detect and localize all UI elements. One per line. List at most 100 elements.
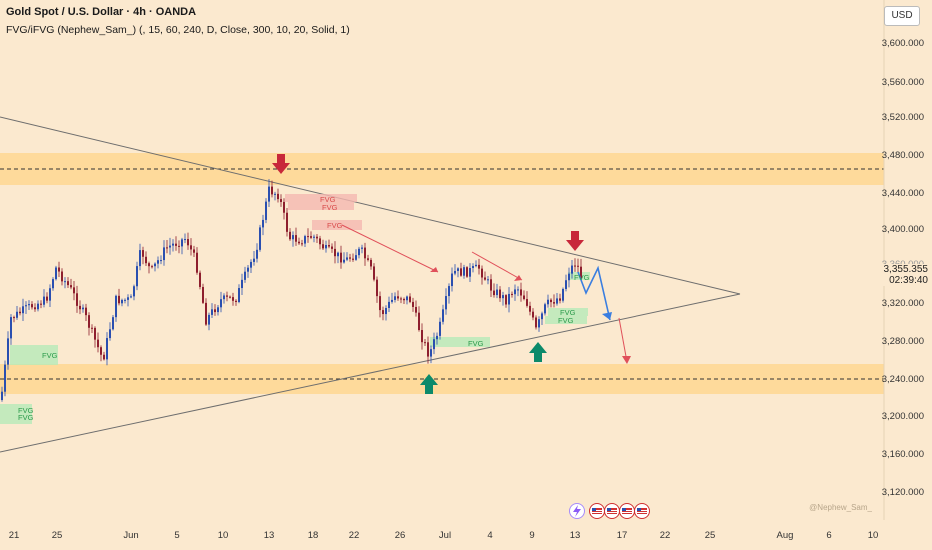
upper-trendline[interactable] — [0, 116, 741, 295]
candle-body — [361, 247, 363, 249]
candle-body — [442, 309, 444, 322]
candle-body — [196, 252, 198, 273]
candle-body — [532, 311, 534, 318]
symbol-title[interactable]: Gold Spot / U.S. Dollar · 4h · OANDA — [6, 6, 197, 18]
candle-body — [244, 271, 246, 280]
indicator-legend[interactable]: FVG/iFVG (Nephew_Sam_) (, 15, 60, 240, D… — [6, 24, 350, 36]
time-label: 4 — [487, 530, 493, 541]
candle-body — [280, 199, 282, 202]
candle-body — [304, 236, 306, 244]
projection-arrows — [341, 224, 631, 364]
candle-body — [157, 260, 159, 264]
candle-body — [262, 219, 264, 228]
candle-body — [433, 339, 435, 350]
time-label: 6 — [826, 530, 832, 541]
candle-body — [535, 317, 537, 328]
candle-body — [49, 288, 51, 301]
candle-body — [31, 304, 33, 308]
price-label: 3,160.000 — [881, 449, 924, 460]
candle-body — [520, 289, 522, 296]
candle-body — [325, 245, 327, 249]
time-label: 22 — [348, 530, 360, 541]
candle-body — [28, 304, 30, 306]
buy-arrow-icon — [420, 374, 438, 394]
candle-body — [544, 304, 546, 314]
candle-body — [328, 245, 330, 247]
fvg-label: FVG — [558, 316, 574, 325]
candle-body — [556, 298, 558, 304]
us-flag-event-icon[interactable] — [604, 503, 620, 519]
price-chart[interactable] — [0, 0, 932, 520]
candle-body — [550, 299, 552, 303]
candle-body — [88, 315, 90, 328]
us-flag-event-icon[interactable] — [619, 503, 635, 519]
candle-body — [289, 231, 291, 240]
candle-body — [13, 317, 15, 319]
candle-body — [397, 296, 399, 299]
candle-body — [25, 305, 27, 307]
candle-body — [106, 338, 108, 360]
candle-body — [493, 290, 495, 296]
fvg-label: FVG — [18, 406, 34, 415]
candle-body — [43, 296, 45, 305]
candle-body — [496, 289, 498, 296]
candle-body — [79, 305, 81, 310]
candle-body — [403, 298, 405, 301]
price-label: 3,480.000 — [881, 150, 924, 161]
candle-body — [109, 329, 111, 339]
price-axis[interactable]: USD 3,600.000 3,560.000 3,520.000 3,480.… — [882, 0, 932, 520]
current-price: 3,355.355 — [883, 264, 929, 275]
candle-body — [346, 257, 348, 260]
candle-body — [142, 250, 144, 257]
price-label: 3,560.000 — [881, 77, 924, 88]
candle-body — [424, 342, 426, 344]
price-label: 3,600.000 — [881, 38, 924, 49]
candle-body — [445, 296, 447, 310]
candle-body — [367, 258, 369, 260]
candle-body — [469, 268, 471, 277]
candle-body — [241, 279, 243, 289]
candle-body — [235, 300, 237, 303]
currency-button[interactable]: USD — [884, 6, 920, 26]
candle-body — [94, 327, 96, 340]
price-label: 3,200.000 — [881, 411, 924, 422]
candle-body — [166, 247, 168, 249]
time-label: Jul — [438, 530, 452, 541]
candle-body — [400, 298, 402, 300]
us-flag-event-icon[interactable] — [634, 503, 650, 519]
candle-body — [55, 267, 57, 280]
candle-body — [343, 259, 345, 263]
lightning-event-icon[interactable] — [569, 503, 585, 519]
candle-body — [502, 295, 504, 299]
candle-body — [124, 299, 126, 301]
candle-body — [238, 288, 240, 303]
candle-body — [136, 266, 138, 287]
price-label: 3,280.000 — [881, 336, 924, 347]
candle-body — [526, 299, 528, 306]
fvg-boxes — [0, 194, 590, 424]
time-label: 17 — [616, 530, 628, 541]
candle-body — [478, 264, 480, 269]
red-projection-line — [341, 224, 439, 273]
candle-body — [178, 245, 180, 247]
candle-body — [130, 296, 132, 298]
candle-body — [34, 307, 36, 310]
candle-body — [565, 280, 567, 289]
current-price-box: 3,355.355 02:39:40 — [882, 264, 928, 286]
time-axis[interactable]: 21 25 Jun 5 10 13 18 22 26 Jul 4 9 13 17… — [0, 520, 932, 550]
candle-body — [436, 335, 438, 340]
sell-arrow-icon — [272, 154, 290, 174]
candle-body — [205, 302, 207, 325]
candlesticks — [1, 179, 582, 402]
candle-body — [427, 342, 429, 357]
us-flag-event-icon[interactable] — [589, 503, 605, 519]
candle-body — [406, 296, 408, 301]
candle-body — [475, 264, 477, 267]
candle-body — [7, 338, 9, 365]
lower-trendline[interactable] — [0, 293, 741, 453]
candle-body — [58, 267, 60, 272]
candle-body — [391, 299, 393, 302]
fvg-label: FVG — [320, 195, 336, 204]
candle-body — [319, 238, 321, 245]
